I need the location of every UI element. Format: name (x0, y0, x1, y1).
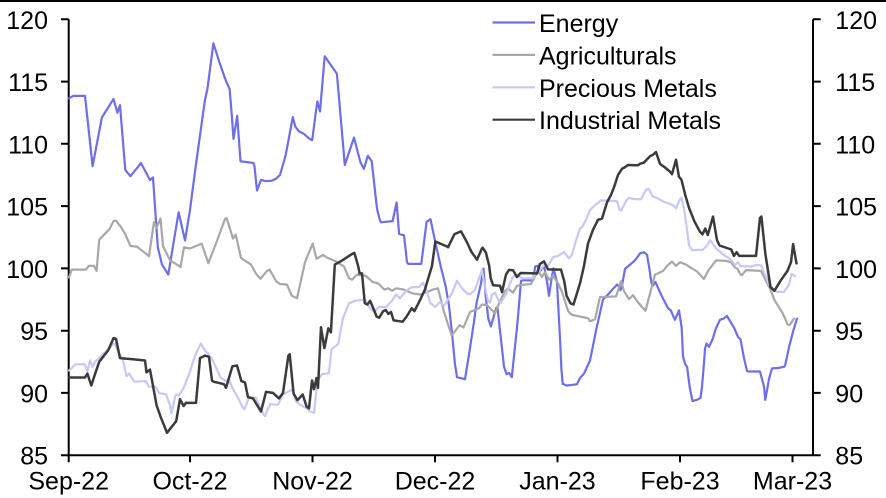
svg-text:Dec-22: Dec-22 (395, 468, 476, 496)
svg-text:100: 100 (6, 256, 48, 284)
svg-text:105: 105 (835, 194, 877, 222)
svg-text:115: 115 (8, 69, 48, 97)
svg-text:Jan-23: Jan-23 (519, 468, 595, 496)
svg-text:Feb-23: Feb-23 (640, 468, 719, 496)
svg-text:Industrial Metals: Industrial Metals (539, 107, 721, 135)
svg-text:95: 95 (835, 318, 863, 346)
svg-text:115: 115 (835, 69, 875, 97)
svg-text:105: 105 (6, 194, 48, 222)
svg-text:90: 90 (835, 380, 863, 408)
svg-text:90: 90 (20, 380, 48, 408)
svg-text:Mar-23: Mar-23 (753, 468, 832, 496)
svg-text:Precious Metals: Precious Metals (539, 75, 717, 103)
svg-text:100: 100 (835, 256, 877, 284)
svg-text:Sep-22: Sep-22 (28, 468, 109, 496)
svg-text:Nov-22: Nov-22 (272, 468, 353, 496)
svg-text:120: 120 (835, 7, 877, 35)
svg-text:Oct-22: Oct-22 (152, 468, 227, 496)
svg-text:Energy: Energy (539, 10, 619, 38)
svg-text:120: 120 (6, 7, 48, 35)
svg-text:110: 110 (835, 131, 875, 159)
svg-text:85: 85 (835, 443, 863, 471)
svg-text:95: 95 (20, 318, 48, 346)
svg-text:85: 85 (20, 443, 48, 471)
svg-text:Agriculturals: Agriculturals (539, 42, 677, 70)
svg-text:110: 110 (8, 131, 48, 159)
